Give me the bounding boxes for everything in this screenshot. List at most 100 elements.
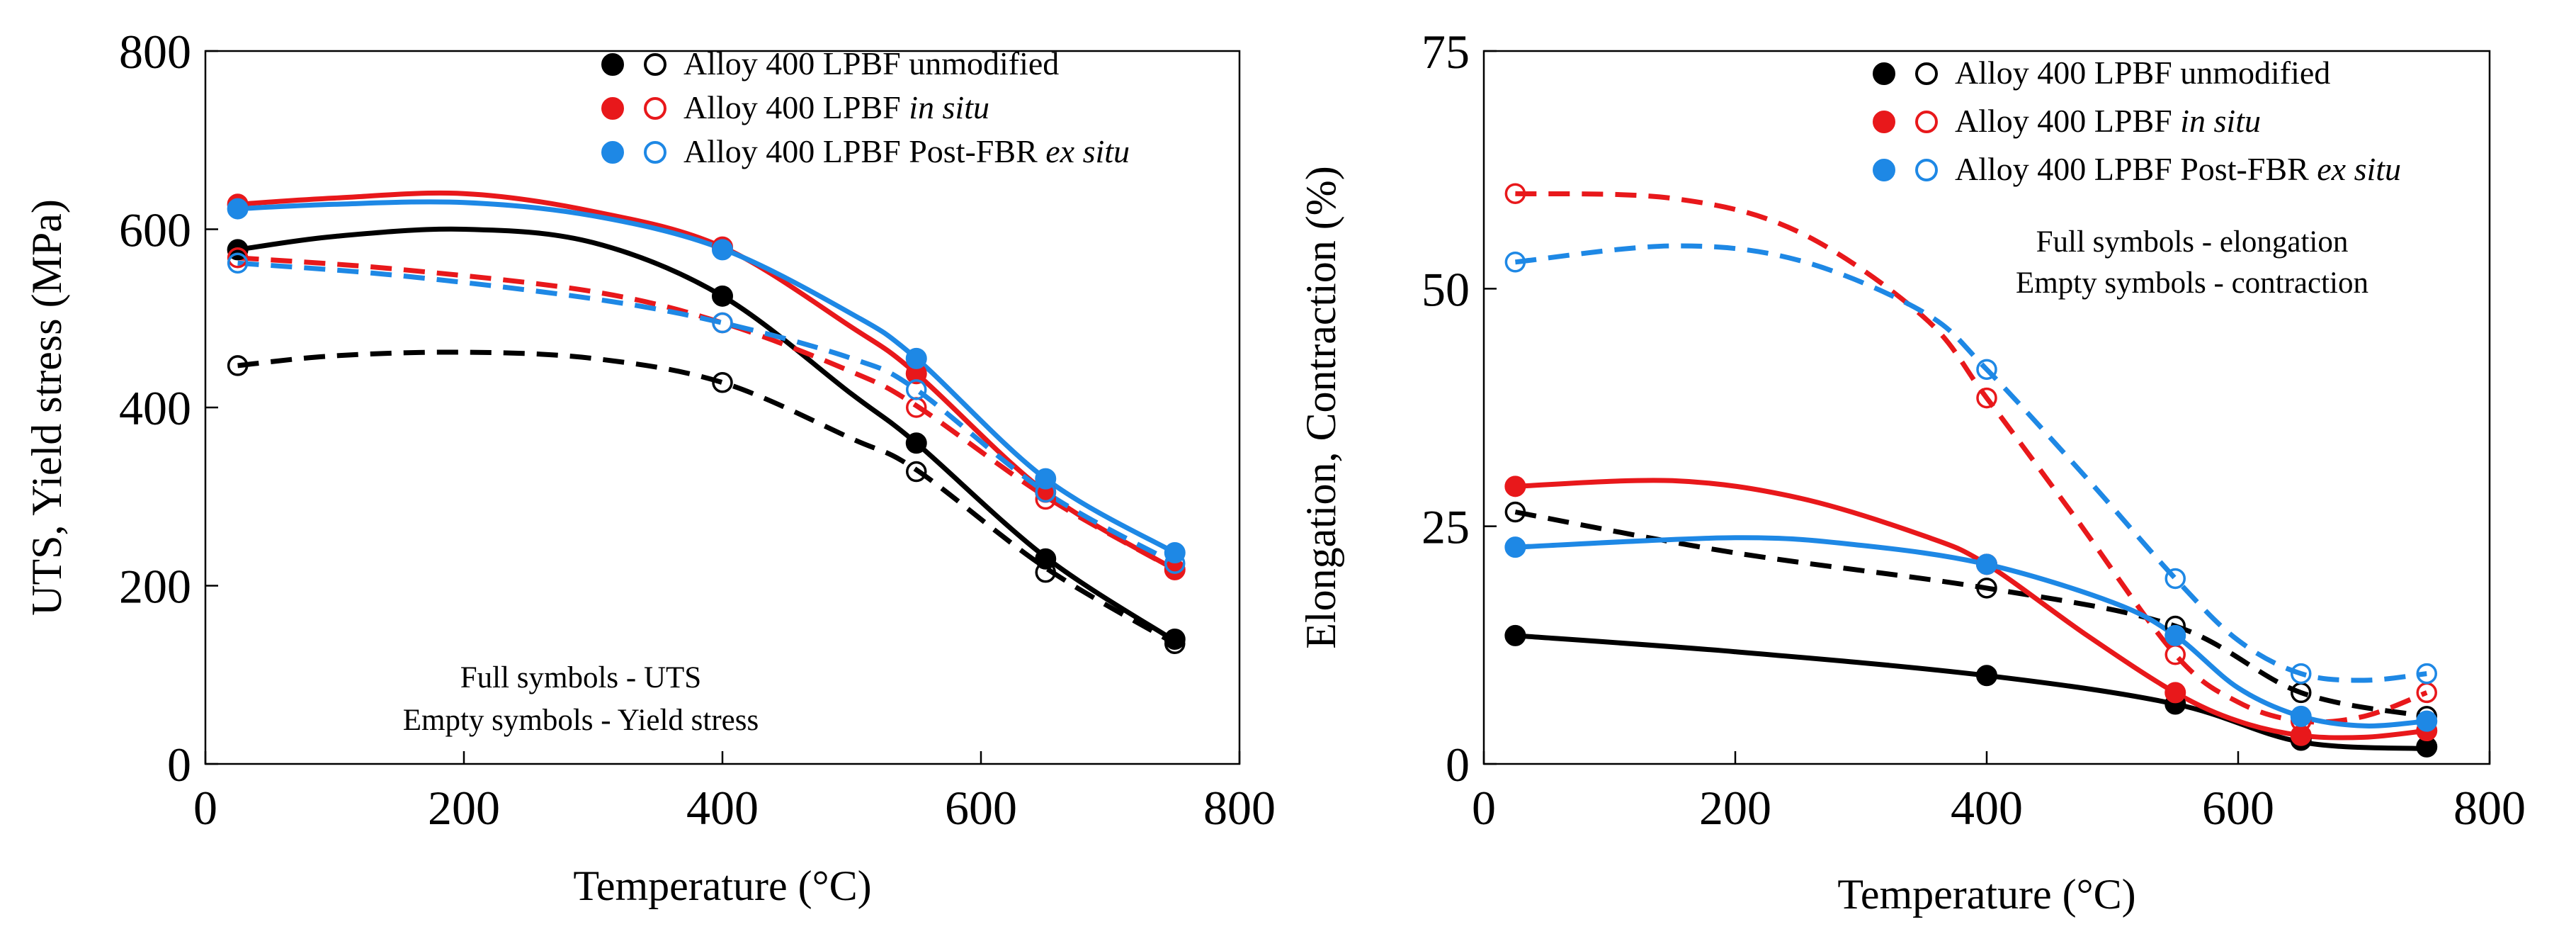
strength-y-tick-label: 200 [119, 560, 191, 614]
ductility-ticks: 0 200 400 600 800 0 25 50 75 [1422, 25, 2526, 835]
ductility-legend-filled-marker [1873, 159, 1895, 181]
strength-legend-label-text: Alloy 400 LPBF Post-FBR [683, 133, 1045, 169]
ductility-point-open [1976, 578, 1997, 599]
strength-point-open [906, 379, 927, 400]
strength-series-line [237, 226, 1176, 643]
strength-point-open [1035, 481, 1056, 503]
ductility-point-open [2291, 663, 2312, 685]
ductility-legend-label-italic: ex situ [2317, 151, 2401, 187]
ductility-legend-label-text: Alloy 400 LPBF unmodified [1955, 55, 2330, 91]
ductility-x-axis-label: Temperature (°C) [1837, 871, 2135, 918]
ductility-x-tick-label: 0 [1472, 781, 1496, 835]
ductility-x-tick-label: 200 [1699, 781, 1771, 835]
ductility-point-filled [1976, 553, 1997, 575]
strength-series-line [237, 190, 1176, 572]
strength-point-filled [905, 347, 927, 369]
strength-y-tick-label: 600 [119, 203, 191, 257]
ductility-series-line [1514, 510, 2427, 719]
ductility-series-line [1515, 535, 2427, 728]
strength-point-open [1164, 633, 1186, 654]
ductility-legend-label: Alloy 400 LPBF in situ [1955, 103, 2261, 139]
strength-point-open [1035, 561, 1056, 583]
strength-legend-filled-marker [601, 141, 624, 164]
strength-point-open [227, 247, 249, 269]
ductility-point-open [2416, 663, 2437, 685]
strength-note-uts: Full symbols - UTS [460, 661, 701, 694]
ductility-legend-filled-marker [1873, 62, 1895, 85]
strength-legend-filled-marker [601, 97, 624, 120]
ductility-legend-label-italic: in situ [2180, 103, 2261, 139]
strength-legend-open-marker [644, 53, 666, 76]
strength-y-axis-label: UTS, Yield stress (MPa) [23, 199, 70, 616]
strength-legend-label-italic: ex situ [1045, 133, 1130, 169]
strength-legend-open-marker [644, 97, 666, 120]
strength-point-open [906, 461, 927, 483]
ductility-point-open [2164, 568, 2186, 590]
ductility-legend-label-text: Alloy 400 LPBF Post-FBR [1955, 151, 2317, 187]
strength-legend-label-italic: in situ [909, 89, 989, 125]
ductility-point-filled [2290, 705, 2312, 727]
ductility-series [1504, 183, 2438, 758]
ductility-legend-open-marker [1915, 111, 1938, 133]
ductility-point-open [1504, 501, 1526, 523]
strength-x-tick-label: 600 [945, 781, 1017, 835]
ductility-legend-label: Alloy 400 LPBF unmodified [1955, 55, 2330, 91]
ductility-note-contraction: Empty symbols - contraction [2016, 266, 2368, 300]
ductility-point-filled [1504, 476, 1526, 497]
strength-x-tick-label: 800 [1203, 781, 1276, 835]
strength-series-line [237, 255, 1176, 572]
strength-point-filled [1164, 628, 1186, 650]
strength-point-filled [712, 285, 733, 307]
strength-ticks: 0 200 400 600 800 0 200 400 600 800 [119, 25, 1276, 835]
strength-legend-open-marker [644, 141, 666, 164]
ductility-y-axis-label: Elongation, Contraction (%) [1298, 166, 1344, 649]
strength-x-axis-label: Temperature (°C) [573, 862, 871, 909]
ductility-note-elongation: Full symbols - elongation [2036, 225, 2349, 259]
ductility-legend-open-marker [1915, 62, 1938, 85]
strength-series [227, 190, 1186, 654]
ductility-legend-label-text: Alloy 400 LPBF [1955, 103, 2180, 139]
ductility-point-filled [2164, 624, 2186, 646]
ductility-y-tick-label: 75 [1422, 25, 1470, 79]
strength-point-open [1035, 488, 1056, 510]
ductility-series-line [1515, 478, 2427, 741]
strength-chart: 0 200 400 600 800 0 200 400 600 800 Alloy 400 LPB… [23, 25, 1276, 909]
strength-y-tick-label: 400 [119, 381, 191, 435]
strength-point-filled [227, 198, 249, 220]
strength-point-open [227, 355, 249, 376]
ductility-legend: Alloy 400 LPBF unmodified Alloy 400 LPBF … [1873, 55, 2401, 187]
ductility-point-filled [2164, 682, 2186, 704]
ductility-point-filled [2416, 710, 2438, 732]
ductility-x-tick-label: 600 [2202, 781, 2274, 835]
strength-point-open [712, 372, 733, 393]
strength-legend-filled-marker [601, 53, 624, 76]
strength-x-tick-label: 400 [686, 781, 759, 835]
strength-point-filled [1164, 541, 1186, 563]
ductility-point-open [1504, 252, 1526, 273]
strength-point-open [227, 252, 249, 274]
strength-legend-label: Alloy 400 LPBF unmodified [683, 45, 1059, 81]
strength-series-line [237, 349, 1176, 646]
ductility-legend-label: Alloy 400 LPBF Post-FBR ex situ [1955, 151, 2401, 187]
ductility-point-filled [1504, 536, 1526, 558]
strength-legend-label: Alloy 400 LPBF Post-FBR ex situ [683, 133, 1130, 169]
strength-series-line [237, 260, 1176, 566]
ductility-series-line [1515, 243, 2427, 683]
strength-point-filled [905, 432, 927, 454]
strength-point-open [712, 312, 733, 334]
ductility-x-tick-label: 800 [2453, 781, 2526, 835]
ductility-point-filled [1504, 624, 1526, 646]
strength-y-tick-label: 0 [167, 738, 191, 792]
ductility-y-tick-label: 0 [1446, 738, 1470, 792]
strength-y-tick-label: 800 [119, 25, 191, 79]
ductility-point-filled [1976, 665, 1997, 687]
ductility-point-open [2164, 643, 2186, 665]
ductility-legend-open-marker [1915, 159, 1938, 181]
strength-legend-label-text: Alloy 400 LPBF [683, 89, 909, 125]
strength-point-filled [712, 239, 733, 261]
strength-x-tick-label: 0 [193, 781, 217, 835]
ductility-chart: 0 200 400 600 800 0 25 50 75 Alloy 400 LPBF unmo… [1298, 25, 2526, 918]
ductility-y-tick-label: 25 [1422, 500, 1470, 554]
strength-legend-label-text: Alloy 400 LPBF unmodified [683, 45, 1059, 81]
